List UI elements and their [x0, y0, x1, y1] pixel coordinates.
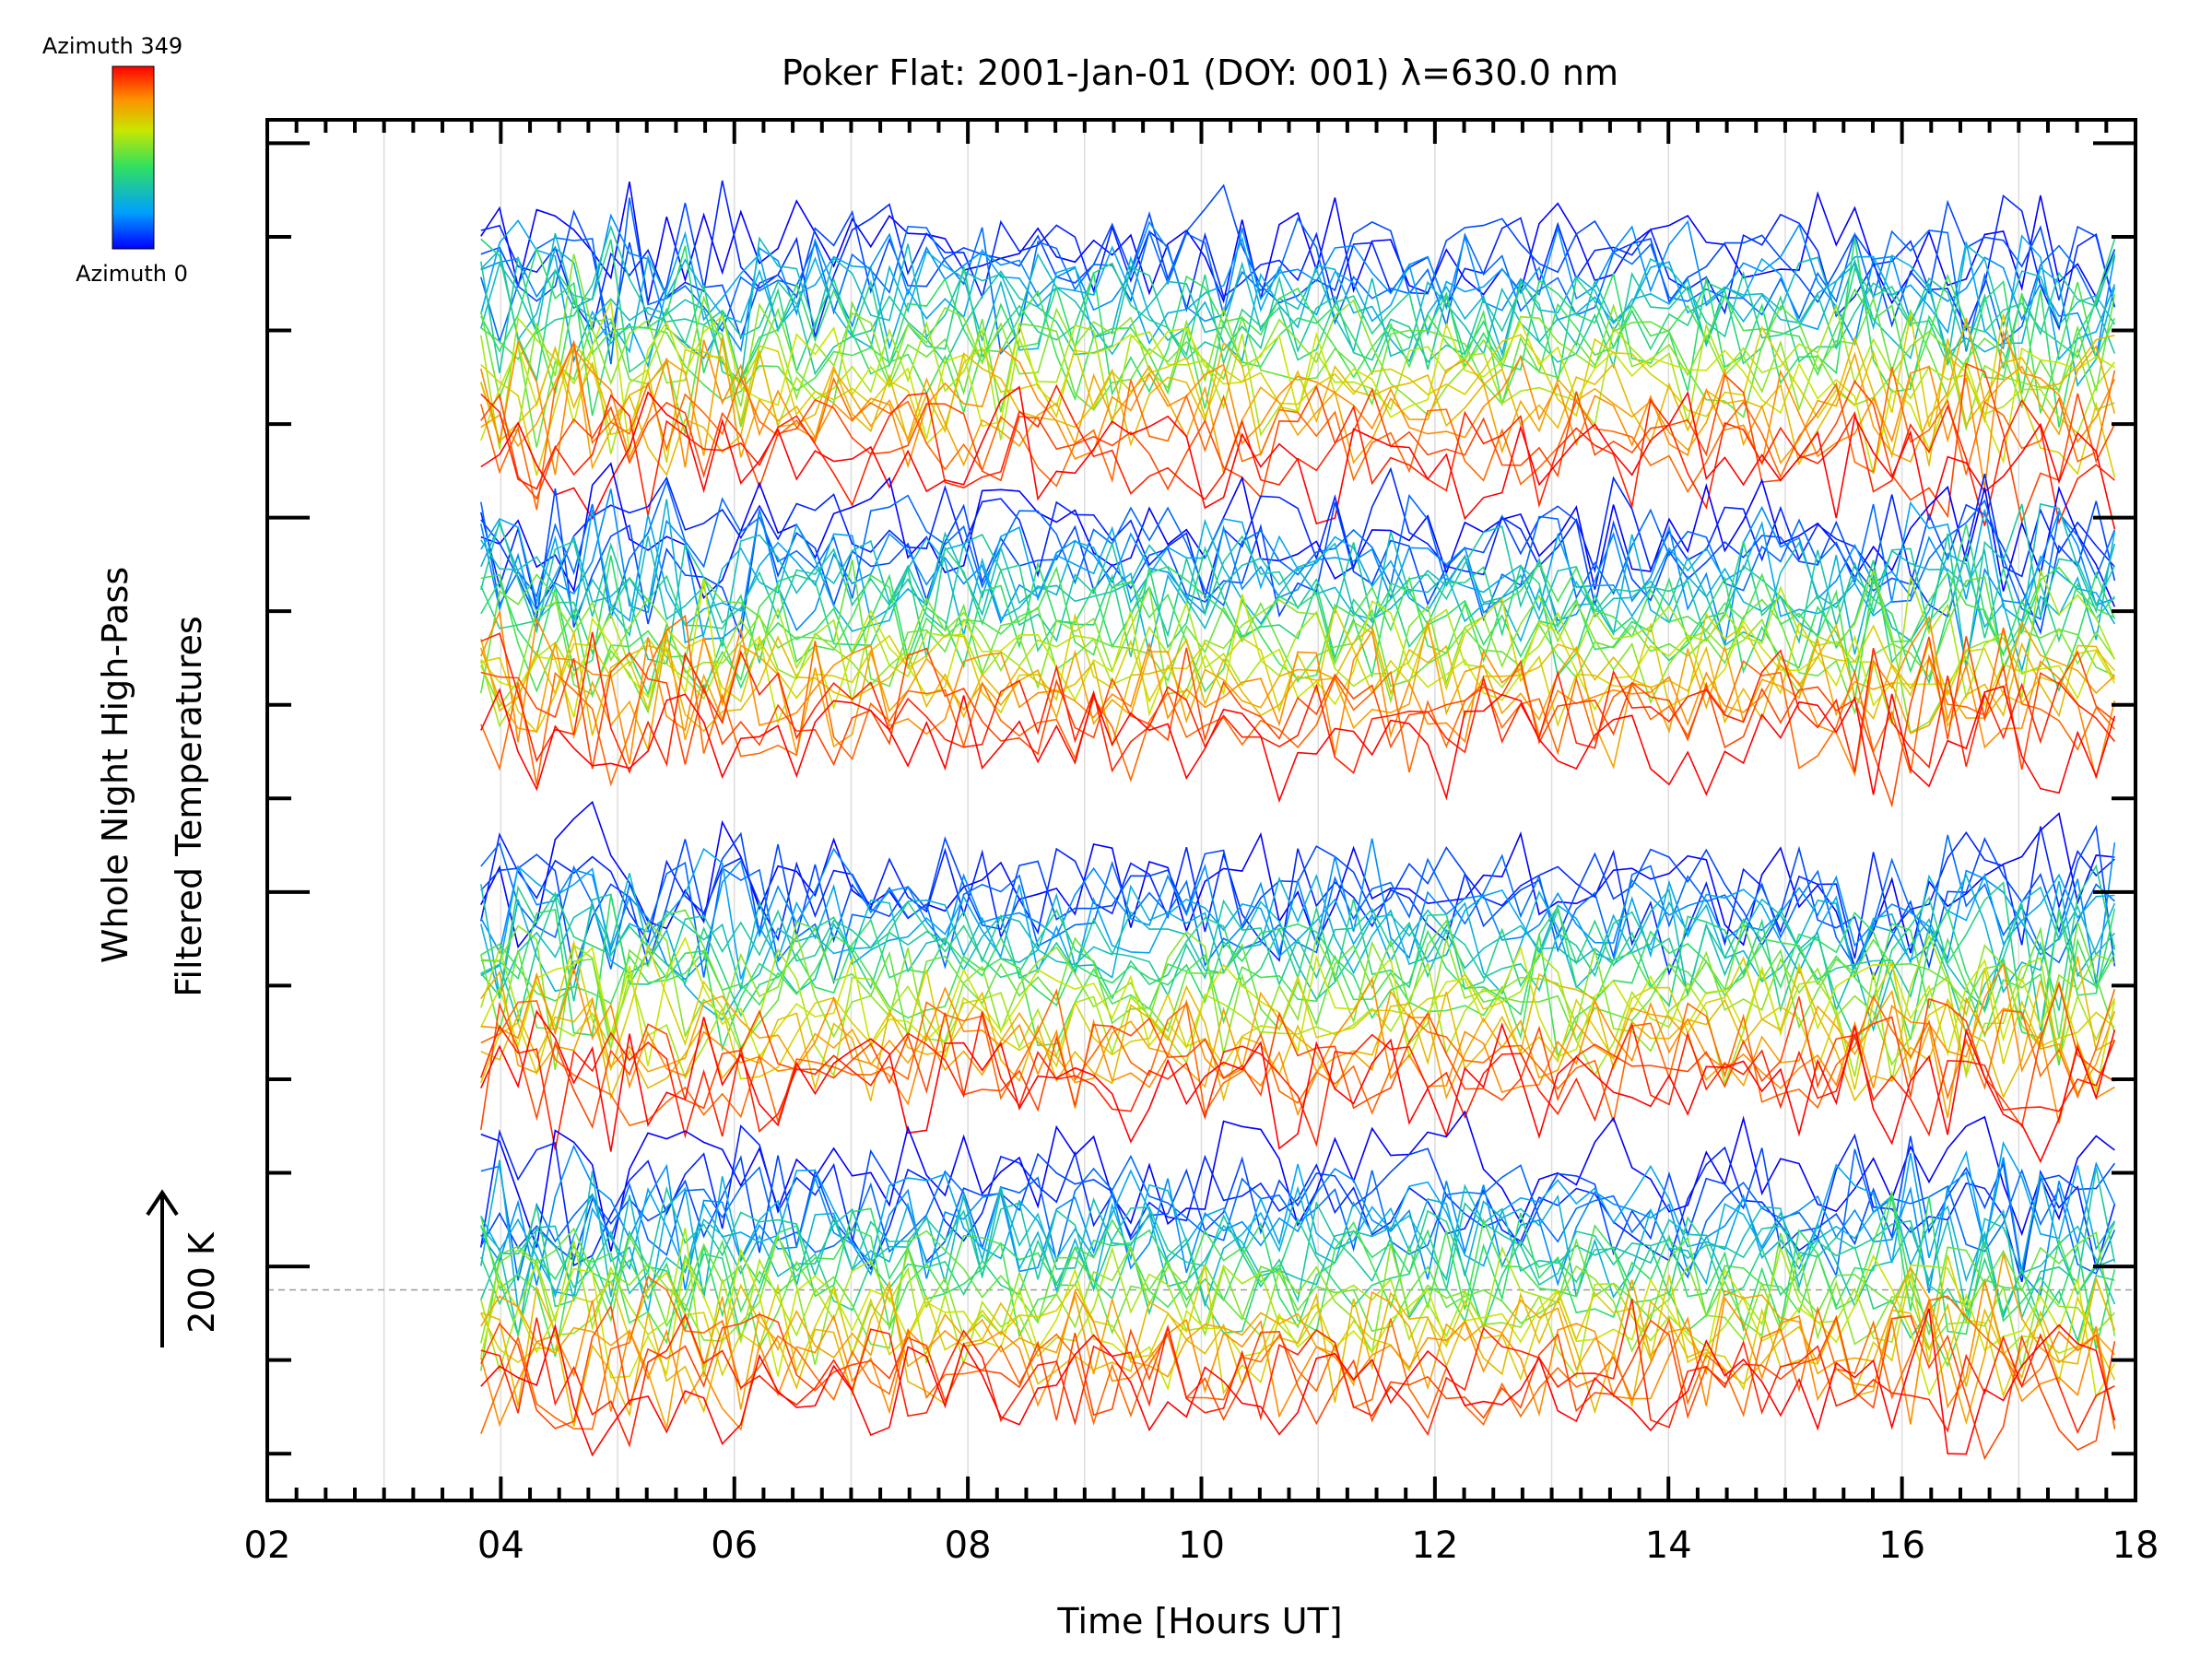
series-line [480, 238, 2116, 382]
series-line [480, 253, 2115, 441]
series-line [480, 499, 2116, 674]
series-line [480, 826, 2115, 976]
series-line [480, 956, 2115, 1102]
series-line [480, 1276, 2116, 1427]
series-line [480, 933, 2116, 1087]
x-tick-label: 02 [244, 1524, 291, 1567]
series-line [480, 1159, 2115, 1320]
x-axis-label: Time [Hours UT] [1056, 1601, 1342, 1641]
x-tick-label: 04 [477, 1524, 524, 1567]
series-line [480, 1196, 2116, 1350]
series-line [480, 838, 2116, 984]
series-line [480, 1253, 2115, 1430]
x-tick-label: 06 [711, 1524, 758, 1567]
y-axis-label-line2: Filtered Temperatures [169, 616, 209, 996]
series-line [480, 1140, 2116, 1297]
series-line [480, 224, 2116, 376]
series-line [480, 909, 2116, 1050]
series-line [480, 873, 2116, 1021]
series-line [480, 920, 2115, 1071]
y-axis-label-line1: Whole Night High-Pass [95, 567, 135, 963]
series-line [480, 1227, 2116, 1371]
series-line [480, 1171, 2116, 1336]
x-tick-label: 18 [2112, 1524, 2159, 1567]
colorbar-label-bottom: Azimuth 0 [76, 261, 188, 287]
series-line [480, 1247, 2116, 1400]
series-line [480, 1206, 2115, 1344]
series-line [480, 873, 2116, 1032]
series-line [480, 219, 2116, 369]
series-line [480, 313, 2116, 478]
x-tick-labels: 02 04 06 08 10 12 14 16 18 [244, 1524, 2159, 1567]
series-line [480, 385, 2116, 530]
series-line [480, 181, 2116, 305]
series-line [480, 1110, 2115, 1252]
series-line [480, 893, 2116, 1036]
y-axis-label: Whole Night High-Pass Filtered Temperatu… [95, 567, 209, 997]
series-line [480, 383, 2115, 526]
series-line [480, 936, 2116, 1094]
series-line [480, 329, 2116, 489]
series-line [480, 488, 2116, 640]
gridlines [382, 120, 2020, 1500]
series-line [480, 335, 2115, 477]
series-line [480, 961, 2115, 1124]
series-line [480, 614, 2116, 787]
series-line [480, 502, 2116, 673]
series-line [480, 988, 2116, 1127]
series-line [480, 232, 2116, 384]
series-line [480, 183, 2116, 341]
series-line [480, 362, 2116, 524]
x-tick-label: 10 [1178, 1524, 1225, 1567]
series-line [480, 1148, 2116, 1281]
series-line [480, 1009, 2116, 1164]
series-line [480, 466, 2116, 618]
series-line [480, 1011, 2116, 1150]
colorbar-legend: Azimuth 349 Azimuth 0 [42, 33, 188, 287]
colorbar-gradient [112, 65, 155, 250]
series-line [480, 479, 2116, 622]
series-line [480, 1124, 2116, 1283]
series-line [480, 567, 2116, 734]
series-line [480, 559, 2115, 715]
series-line [480, 834, 2115, 985]
series-line [480, 1275, 2116, 1434]
x-tick-label: 14 [1645, 1524, 1692, 1567]
scale-label: 200 K [182, 1231, 222, 1334]
series-line [480, 685, 2116, 804]
series-line [480, 609, 2116, 779]
series-line [480, 1167, 2116, 1321]
scale-arrow-head [146, 1189, 179, 1217]
series-line [480, 620, 2115, 770]
series-line [480, 562, 2115, 702]
x-tick-label: 12 [1411, 1524, 1458, 1567]
series-line [480, 1308, 2116, 1457]
series-line [480, 1144, 2116, 1298]
series-line [480, 970, 2116, 1119]
series-line [480, 488, 2115, 666]
x-tick-label: 08 [945, 1524, 992, 1567]
series-line [480, 981, 2115, 1131]
colorbar-label-top: Azimuth 349 [42, 33, 182, 59]
series-line [480, 1135, 2116, 1277]
series-line [480, 894, 2116, 1053]
chart-title: Poker Flat: 2001-Jan-01 (DOY: 001) λ=630… [782, 53, 1618, 93]
series-line [480, 1303, 2116, 1461]
series-line [480, 238, 2116, 428]
series-group [480, 180, 2116, 1461]
series-line [480, 847, 2115, 980]
axis-ticks [265, 120, 2137, 1500]
series-line [480, 317, 2116, 476]
series-line [480, 1280, 2116, 1431]
series-line [480, 631, 2116, 774]
temperature-scale-bar: 200 K [146, 1189, 222, 1347]
series-line [480, 273, 2116, 415]
series-line [480, 503, 2116, 670]
x-tick-label: 16 [1878, 1524, 1925, 1567]
